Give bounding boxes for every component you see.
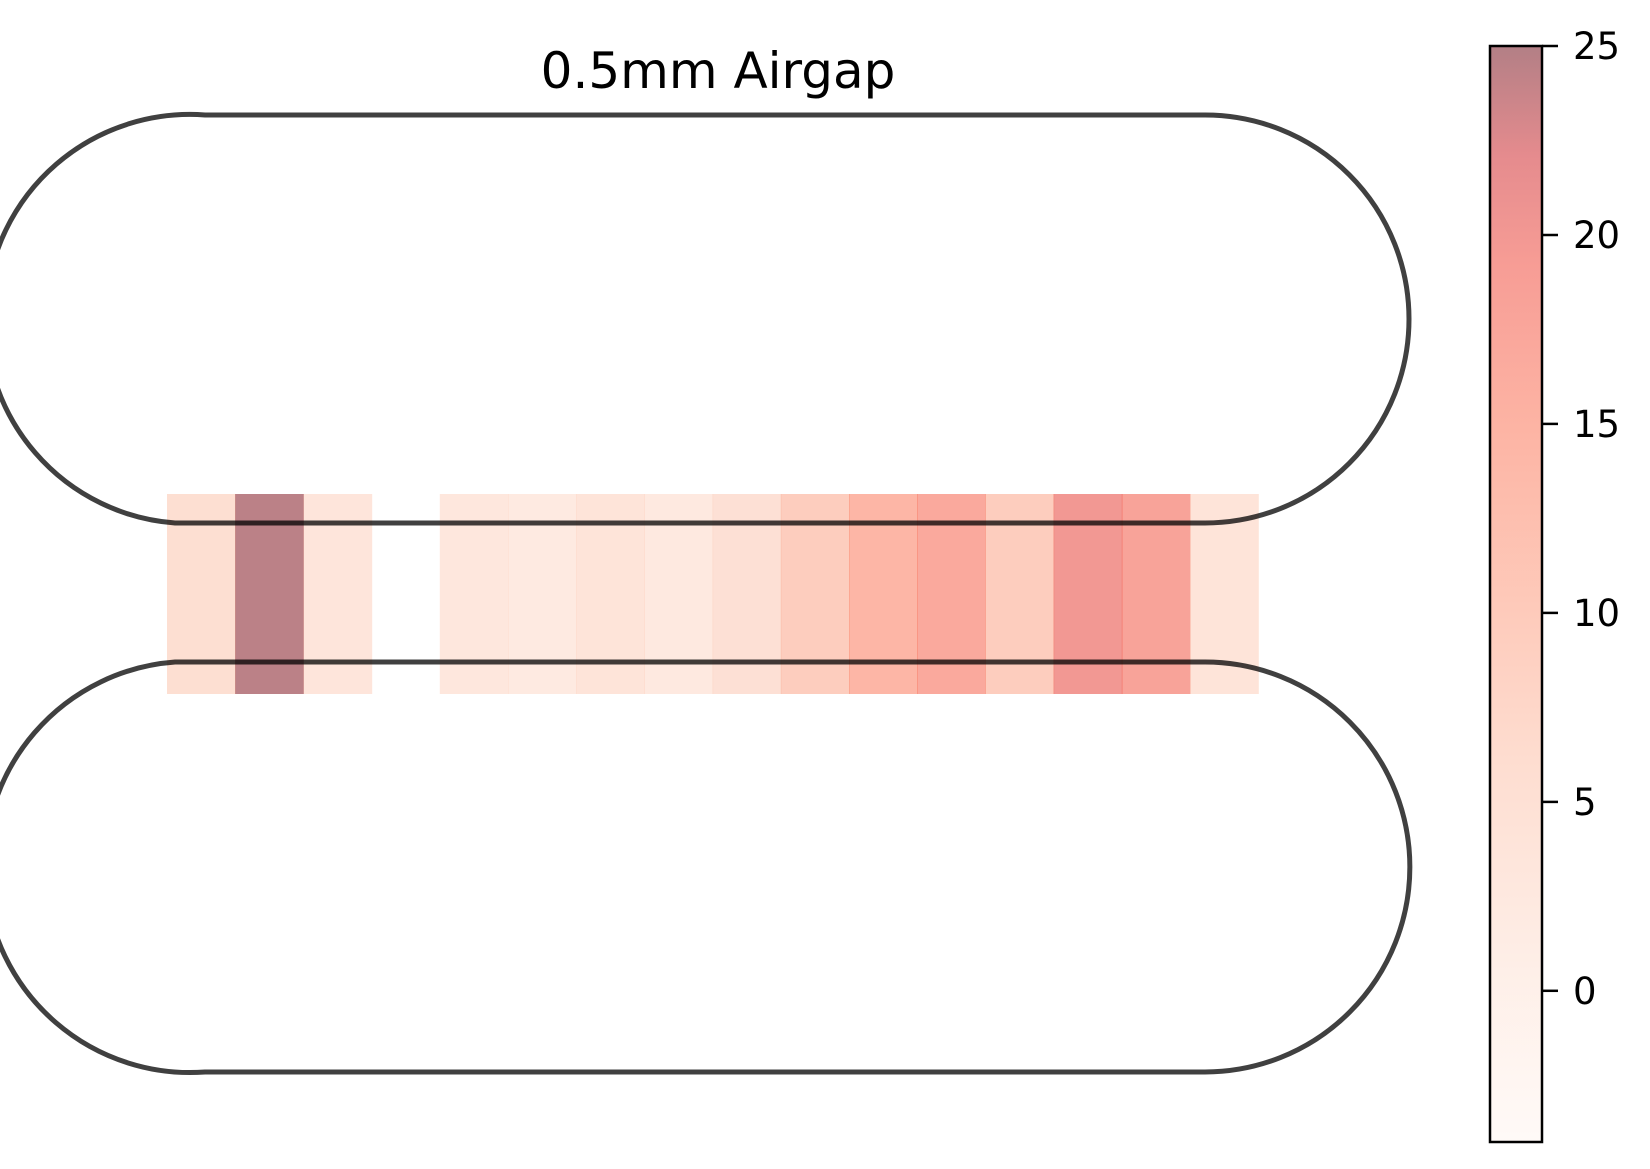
- colorbar-tick-label: 10: [1573, 592, 1620, 635]
- colorbar-tick-label: 5: [1573, 781, 1597, 824]
- upper-loop-outline: [0, 111, 1412, 526]
- colorbar-gradient: [1488, 44, 1544, 1144]
- airgap-outline: [0, 111, 1413, 1076]
- colorbar-tick-label: 15: [1573, 403, 1620, 446]
- lower-loop-outline: [0, 659, 1413, 1076]
- colorbar-tick-label: 0: [1573, 970, 1597, 1013]
- colorbar-tick-label: 25: [1573, 25, 1620, 68]
- colorbar: 25 20 15 10 5 0: [1488, 25, 1620, 1144]
- colorbar-ticks: 25 20 15 10 5 0: [1542, 25, 1620, 1013]
- colorbar-tick-label: 20: [1573, 214, 1620, 257]
- chart-title: 0.5mm Airgap: [541, 42, 896, 100]
